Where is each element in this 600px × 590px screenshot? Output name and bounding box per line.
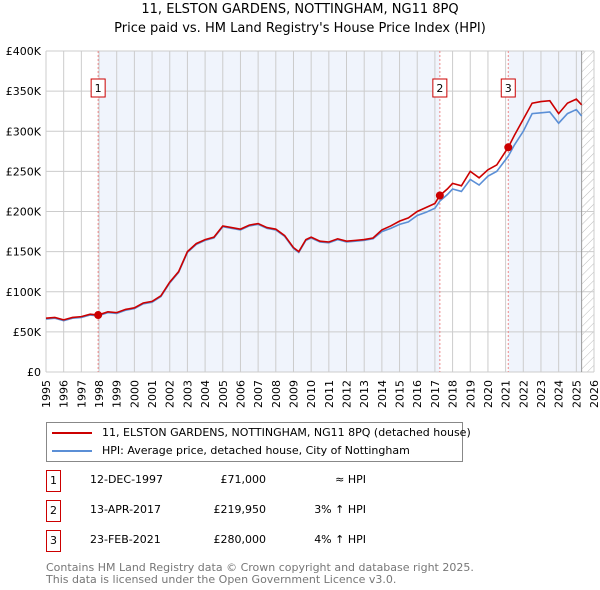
sale-marker-label: 3 <box>505 82 512 95</box>
x-tick-label: 2016 <box>411 380 424 408</box>
x-tick-label: 2017 <box>429 380 442 408</box>
x-tick-label: 1995 <box>40 380 53 408</box>
legend-swatch-hpi <box>52 450 92 452</box>
y-tick-label: £350K <box>6 85 42 98</box>
x-tick-label: 2012 <box>341 380 354 408</box>
x-tick-label: 2005 <box>217 380 230 408</box>
x-tick-label: 2015 <box>394 380 407 408</box>
x-tick-label: 2011 <box>323 380 336 408</box>
sale-marker-box <box>500 78 516 98</box>
x-tick-label: 2001 <box>146 380 159 408</box>
x-tick-label: 2006 <box>234 380 247 408</box>
chart-subtitle: Price paid vs. HM Land Registry's House … <box>114 21 486 36</box>
x-tick-label: 2019 <box>464 380 477 408</box>
sale-hpi-comparison: 3% ↑ HPI <box>314 503 366 516</box>
y-tick-label: £400K <box>6 45 42 58</box>
legend-swatch-property <box>52 432 92 434</box>
sale-hpi-comparison: 4% ↑ HPI <box>314 533 366 546</box>
x-tick-label: 1998 <box>93 380 106 408</box>
chart-title: 11, ELSTON GARDENS, NOTTINGHAM, NG11 8PQ <box>141 2 459 17</box>
footer-line-2: This data is licensed under the Open Gov… <box>46 573 397 586</box>
sale-hpi-comparison: ≈ HPI <box>335 473 366 486</box>
y-tick-label: £0 <box>27 366 41 379</box>
x-tick-label: 2022 <box>517 380 530 408</box>
legend-label-hpi: HPI: Average price, detached house, City… <box>102 444 410 457</box>
sale-number: 2 <box>46 500 61 522</box>
sale-row: 1 12-DEC-1997 £71,000 ≈ HPI <box>46 470 446 492</box>
x-tick-label: 2020 <box>482 380 495 408</box>
y-tick-label: £250K <box>6 165 42 178</box>
x-tick-label: 1997 <box>75 380 88 408</box>
y-tick-label: £50K <box>13 326 42 339</box>
x-tick-label: 2014 <box>376 380 389 408</box>
sale-row: 3 23-FEB-2021 £280,000 4% ↑ HPI <box>46 530 446 552</box>
x-tick-label: 2023 <box>535 380 548 408</box>
legend: 11, ELSTON GARDENS, NOTTINGHAM, NG11 8PQ… <box>46 422 471 462</box>
x-tick-label: 2018 <box>447 380 460 408</box>
x-tick-label: 2007 <box>252 380 265 408</box>
sale-point <box>94 311 103 320</box>
x-tick-label: 2013 <box>358 380 371 408</box>
sale-number: 3 <box>46 530 61 552</box>
x-tick-label: 2000 <box>128 380 141 408</box>
x-tick-label: 1999 <box>111 380 124 408</box>
y-tick-label: £100K <box>6 286 42 299</box>
sale-marker-label: 1 <box>95 82 102 95</box>
x-tick-label: 2021 <box>500 380 513 408</box>
x-tick-label: 2009 <box>287 380 300 408</box>
sale-date: 23-FEB-2021 <box>90 533 161 546</box>
sale-price: £280,000 <box>213 533 267 546</box>
x-tick-label: 2026 <box>588 380 600 408</box>
x-tick-label: 2003 <box>181 380 194 408</box>
chart-plot: 1995 1996 1997 1998 1999 2000 2001 2002 2003 2004… <box>6 45 600 408</box>
x-tick-label: 2024 <box>553 380 566 408</box>
x-tick-label: 2008 <box>270 380 283 408</box>
sale-price: £219,950 <box>213 503 267 516</box>
sale-number: 1 <box>46 470 61 492</box>
x-tick-label: 1996 <box>58 380 71 408</box>
x-tick-label: 2004 <box>199 380 212 408</box>
sale-point <box>504 143 513 152</box>
sale-marker-box <box>90 78 106 98</box>
legend-label-property: 11, ELSTON GARDENS, NOTTINGHAM, NG11 8PQ… <box>102 426 471 439</box>
property-price-line <box>45 98 583 321</box>
y-tick-label: £300K <box>6 125 42 138</box>
sale-date: 13-APR-2017 <box>90 503 162 516</box>
footer: Contains HM Land Registry data © Crown c… <box>46 562 474 586</box>
sale-marker-box <box>432 78 448 98</box>
x-tick-label: 2010 <box>305 380 318 408</box>
sale-point <box>435 191 444 200</box>
x-tick-label: 2002 <box>164 380 177 408</box>
y-tick-label: £150K <box>6 246 42 259</box>
y-tick-label: £200K <box>6 206 42 219</box>
sale-date: 12-DEC-1997 <box>90 473 164 486</box>
footer-line-1: Contains HM Land Registry data © Crown c… <box>46 561 474 574</box>
x-tick-label: 2025 <box>570 380 583 408</box>
sale-price: £71,000 <box>220 473 267 486</box>
sale-row: 2 13-APR-2017 £219,950 3% ↑ HPI <box>46 500 446 522</box>
sale-marker-label: 2 <box>436 82 443 95</box>
